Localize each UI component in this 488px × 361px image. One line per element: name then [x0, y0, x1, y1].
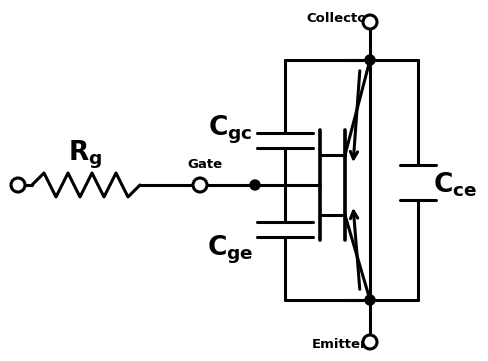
Circle shape	[11, 178, 25, 192]
Circle shape	[193, 178, 207, 192]
Text: $\mathbf{C_{ce}}$: $\mathbf{C_{ce}}$	[433, 171, 477, 199]
Circle shape	[365, 55, 375, 65]
Text: $\mathbf{C_{gc}}$: $\mathbf{C_{gc}}$	[208, 114, 252, 146]
Circle shape	[363, 335, 377, 349]
Text: $\mathbf{C_{ge}}$: $\mathbf{C_{ge}}$	[207, 234, 253, 266]
Text: $\mathbf{R_g}$: $\mathbf{R_g}$	[68, 139, 102, 171]
Text: Collector: Collector	[306, 12, 373, 25]
Circle shape	[250, 180, 260, 190]
Text: Emitter: Emitter	[312, 339, 368, 352]
Circle shape	[363, 15, 377, 29]
Text: Gate: Gate	[187, 158, 223, 171]
Circle shape	[365, 295, 375, 305]
